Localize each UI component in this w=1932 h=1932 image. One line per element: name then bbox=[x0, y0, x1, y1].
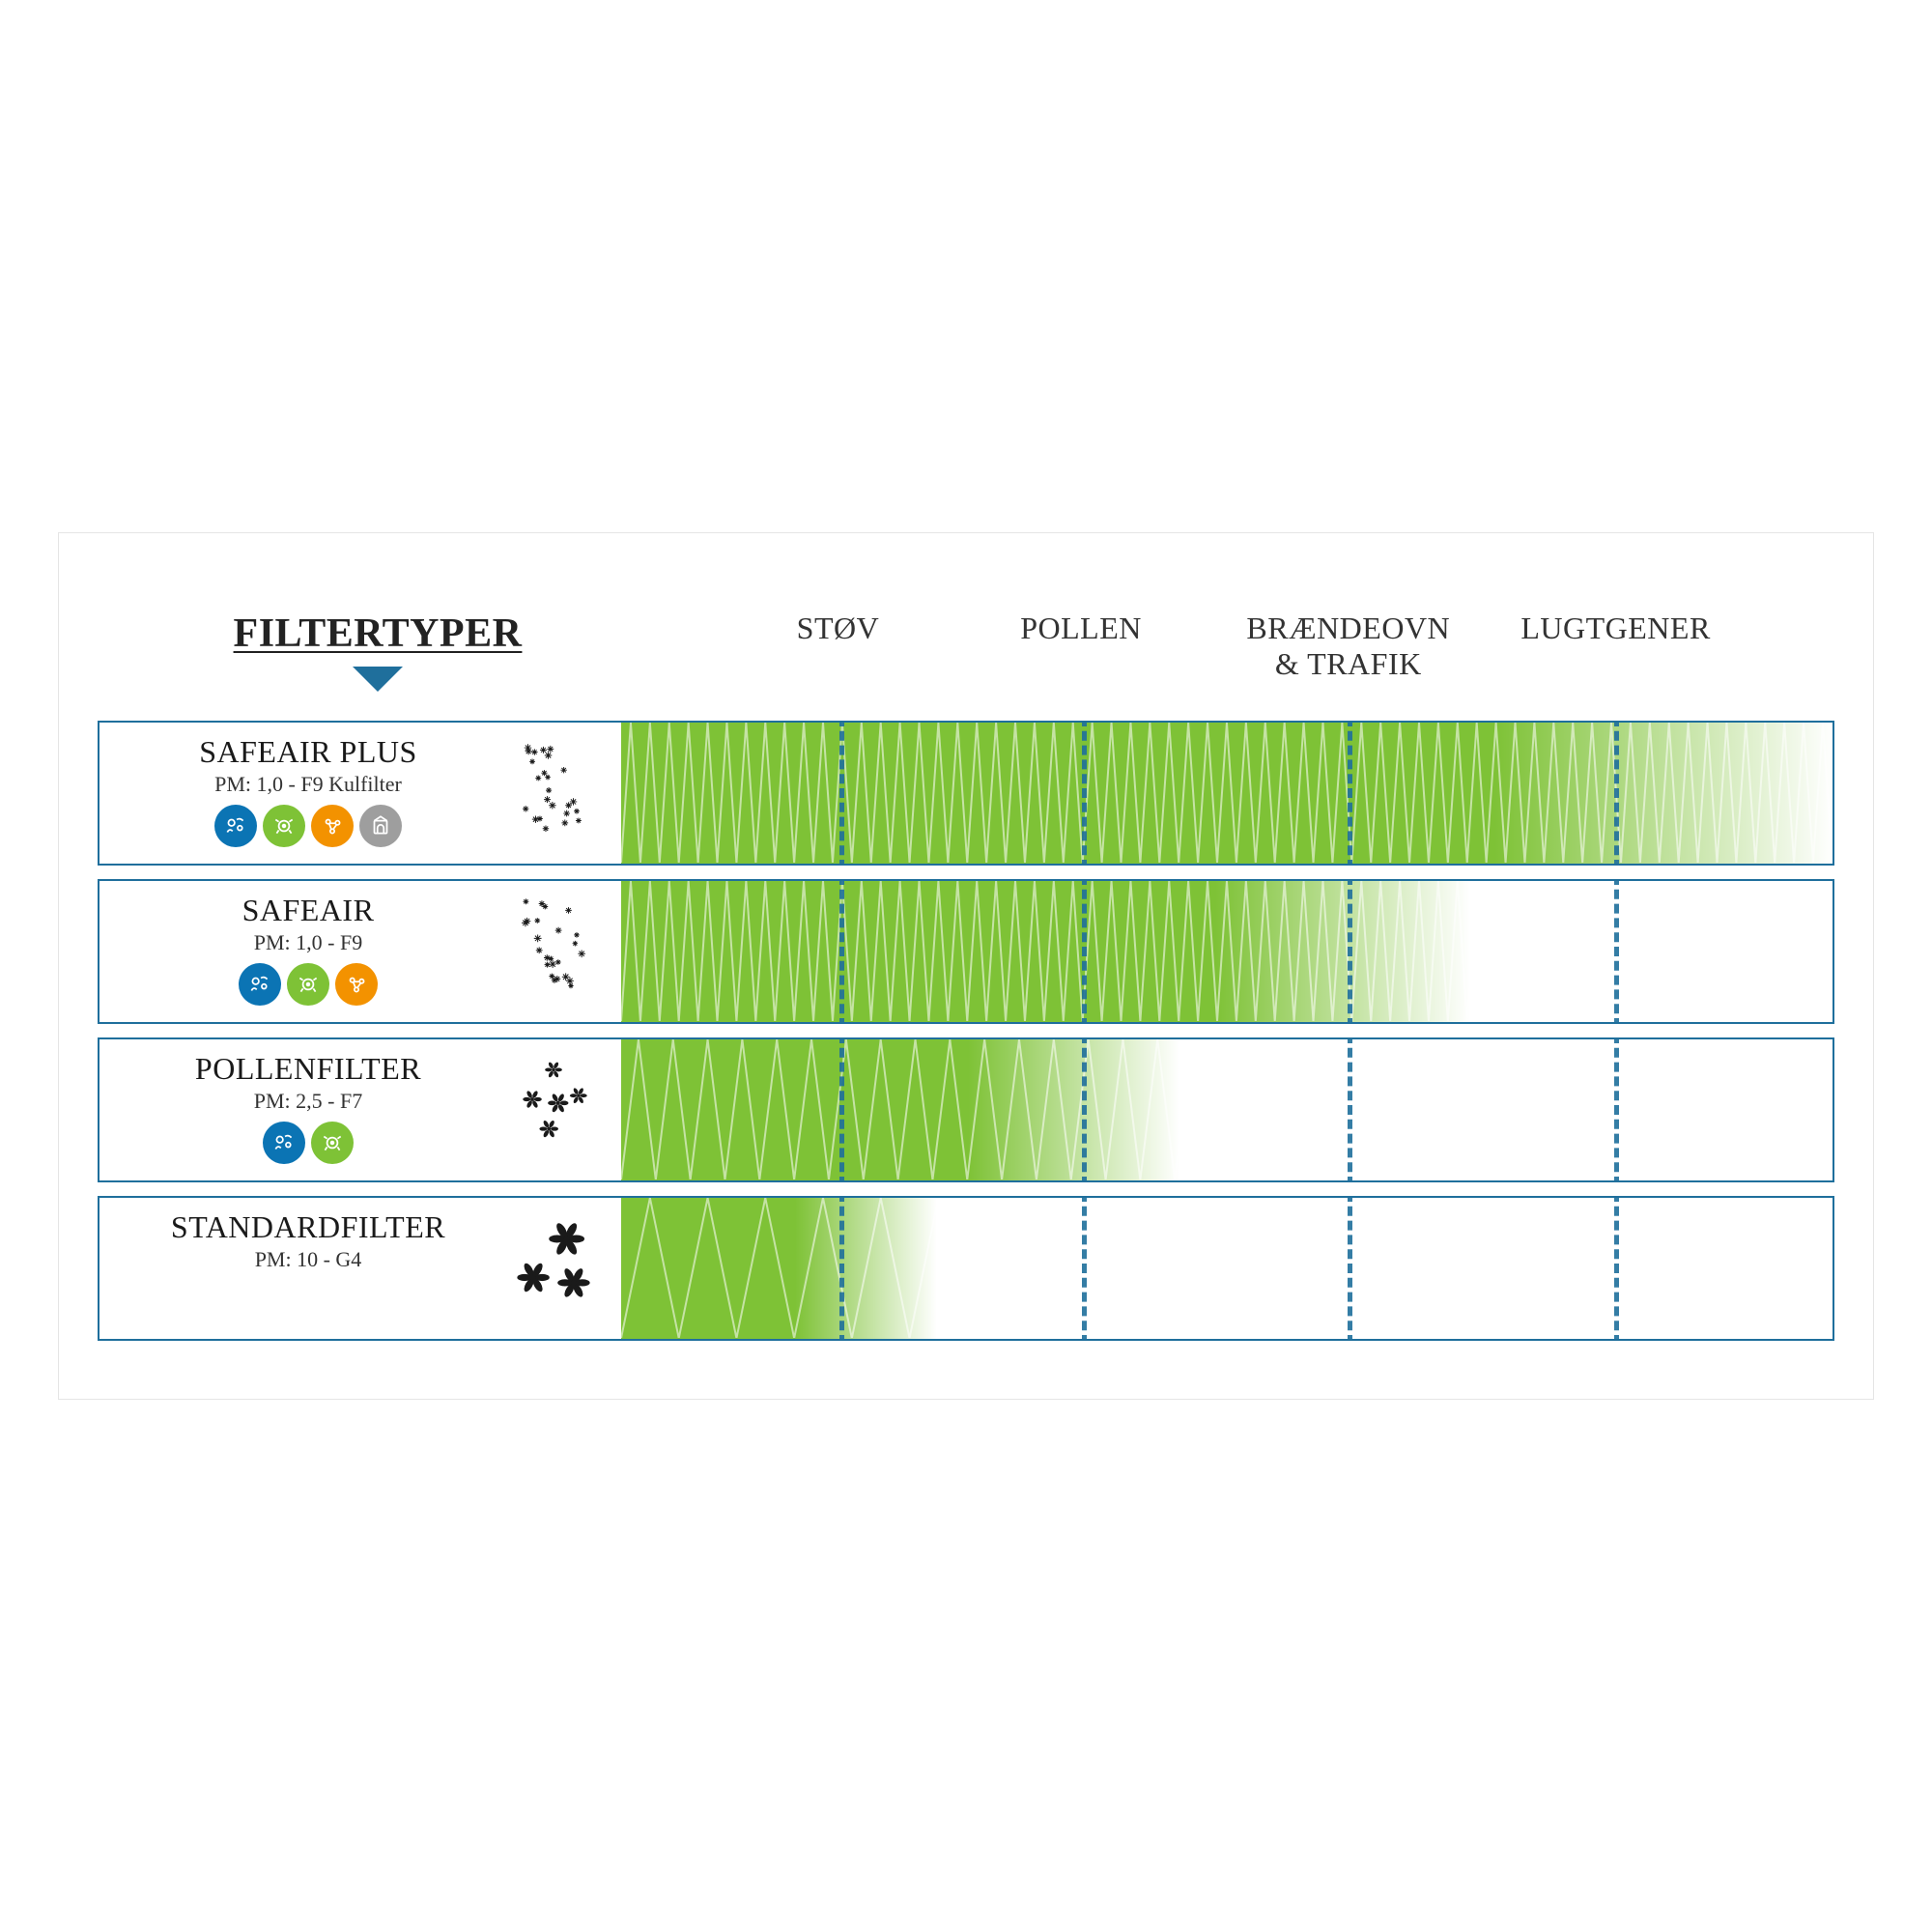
row-name: POLLENFILTER bbox=[128, 1051, 488, 1087]
row-name: STANDARDFILTER bbox=[128, 1209, 488, 1245]
bar-fill bbox=[621, 1198, 936, 1339]
row-subtitle: PM: 10 - G4 bbox=[128, 1247, 488, 1272]
coarse-particles-icon bbox=[505, 1209, 602, 1316]
divider-dash bbox=[1082, 1037, 1087, 1182]
bar-area bbox=[621, 881, 1833, 1022]
filter-row: STANDARDFILTER PM: 10 - G4 bbox=[98, 1196, 1834, 1341]
divider-dash bbox=[1614, 1037, 1619, 1182]
green-icon bbox=[263, 805, 305, 847]
pointer-down-icon bbox=[353, 667, 403, 692]
chart-frame: FILTERTYPER STØV POLLEN BRÆNDEOVN& TRAFIK L… bbox=[58, 532, 1874, 1400]
icon-row bbox=[128, 1122, 488, 1164]
icon-row bbox=[128, 963, 488, 1006]
bar-fill bbox=[621, 723, 1833, 864]
row-subtitle: PM: 1,0 - F9 bbox=[128, 930, 488, 955]
row-label: STANDARDFILTER PM: 10 - G4 bbox=[99, 1198, 621, 1339]
row-label: SAFEAIR PLUS PM: 1,0 - F9 Kulfilter bbox=[99, 723, 621, 864]
bar-fade bbox=[1494, 723, 1833, 864]
bar-area bbox=[621, 1039, 1833, 1180]
grey-icon bbox=[359, 805, 402, 847]
divider-dash bbox=[1082, 879, 1087, 1024]
divider-dash bbox=[1348, 1037, 1352, 1182]
divider-dash bbox=[1614, 721, 1619, 866]
row-subtitle: PM: 1,0 - F9 Kulfilter bbox=[128, 772, 488, 797]
bar-fade bbox=[795, 1198, 936, 1339]
divider-dash bbox=[1614, 1196, 1619, 1341]
medium-particles-icon bbox=[512, 1051, 595, 1148]
row-name: SAFEAIR PLUS bbox=[128, 734, 488, 770]
bar-area bbox=[621, 1198, 1833, 1339]
filter-row: SAFEAIR PLUS PM: 1,0 - F9 Kulfilter bbox=[98, 721, 1834, 866]
blue-icon bbox=[263, 1122, 305, 1164]
bar-fade bbox=[1215, 881, 1468, 1022]
bar-area bbox=[621, 723, 1833, 864]
column-header: BRÆNDEOVN& TRAFIK bbox=[1246, 611, 1450, 682]
title-wrap: FILTERTYPER bbox=[98, 611, 619, 692]
bar-fill bbox=[621, 1039, 1179, 1180]
divider-dash bbox=[839, 879, 844, 1024]
icon-row bbox=[128, 805, 488, 847]
column-header: LUGTGENER bbox=[1520, 611, 1710, 646]
divider-dash bbox=[1614, 879, 1619, 1024]
header-row: FILTERTYPER STØV POLLEN BRÆNDEOVN& TRAFIK L… bbox=[98, 611, 1834, 692]
row-subtitle: PM: 2,5 - F7 bbox=[128, 1089, 488, 1114]
row-name: SAFEAIR bbox=[128, 893, 488, 928]
divider-dash bbox=[1082, 721, 1087, 866]
green-icon bbox=[311, 1122, 354, 1164]
column-header: STØV bbox=[797, 611, 880, 646]
bar-fade bbox=[968, 1039, 1179, 1180]
divider-dash bbox=[1348, 879, 1352, 1024]
fine-particles-icon bbox=[516, 893, 591, 999]
chart-title: FILTERTYPER bbox=[234, 611, 523, 657]
divider-dash bbox=[1082, 1196, 1087, 1341]
green-icon bbox=[287, 963, 329, 1006]
divider-dash bbox=[839, 721, 844, 866]
row-label: POLLENFILTER PM: 2,5 - F7 bbox=[99, 1039, 621, 1180]
bar-fill bbox=[621, 881, 1469, 1022]
blue-icon bbox=[239, 963, 281, 1006]
orange-icon bbox=[311, 805, 354, 847]
fine-particles-icon bbox=[516, 734, 591, 840]
divider-dash bbox=[839, 1037, 844, 1182]
column-headers: STØVPOLLENBRÆNDEOVN& TRAFIKLUGTGENER bbox=[619, 611, 1834, 668]
rows-container: SAFEAIR PLUS PM: 1,0 - F9 Kulfilter SAFE… bbox=[98, 721, 1834, 1341]
filter-row: POLLENFILTER PM: 2,5 - F7 bbox=[98, 1037, 1834, 1182]
filter-row: SAFEAIR PM: 1,0 - F9 bbox=[98, 879, 1834, 1024]
orange-icon bbox=[335, 963, 378, 1006]
divider-dash bbox=[1348, 721, 1352, 866]
column-header: POLLEN bbox=[1020, 611, 1142, 646]
row-label: SAFEAIR PM: 1,0 - F9 bbox=[99, 881, 621, 1022]
divider-dash bbox=[1348, 1196, 1352, 1341]
divider-dash bbox=[839, 1196, 844, 1341]
blue-icon bbox=[214, 805, 257, 847]
